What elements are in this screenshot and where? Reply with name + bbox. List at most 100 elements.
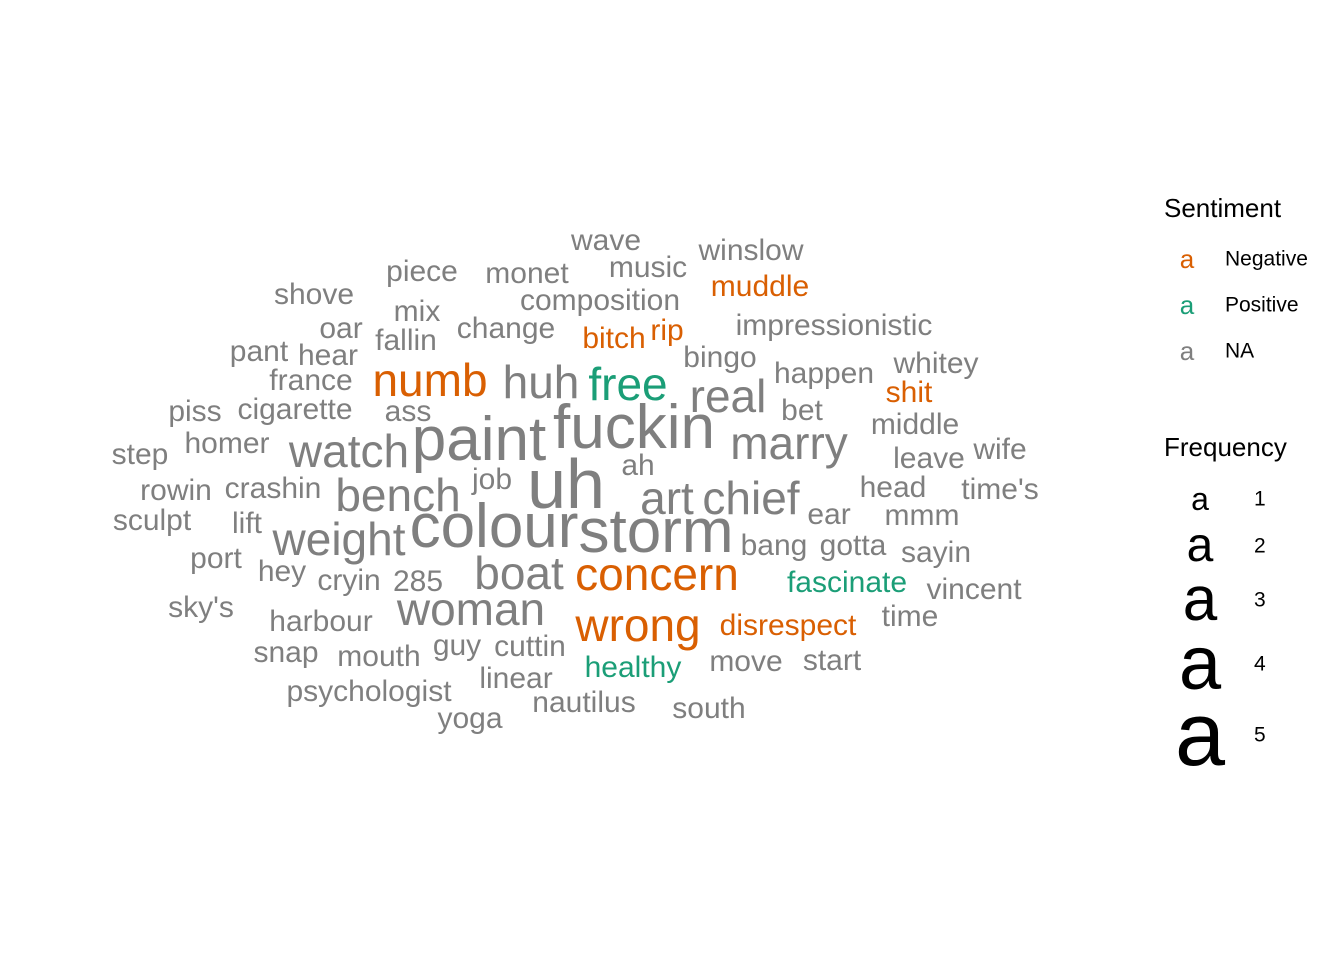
word-mouth: mouth [337, 640, 421, 673]
word-start: start [802, 644, 862, 677]
word-boat: boat [474, 547, 564, 599]
word-composition: composition [519, 284, 681, 317]
word-yoga: yoga [437, 702, 503, 735]
word-shit: shit [885, 376, 933, 409]
word-fallin: fallin [375, 324, 437, 357]
word-psychologist: psychologist [286, 675, 452, 708]
word-wife: wife [973, 433, 1027, 466]
word-bingo: bingo [683, 341, 757, 374]
word-change: change [456, 312, 556, 345]
word-fuckin: fuckin [553, 393, 715, 462]
word-concern: concern [575, 548, 739, 600]
word-piece: piece [386, 255, 458, 288]
word-healthy: healthy [584, 651, 682, 684]
word-mix: mix [393, 295, 441, 328]
word-ass: ass [384, 395, 432, 428]
word-shove: shove [273, 278, 355, 311]
word-free: free [588, 358, 668, 410]
sentiment-key-na: a [1179, 336, 1195, 366]
frequency-label-5: 5 [1254, 723, 1266, 747]
word-leave: leave [893, 442, 965, 475]
word-lift: lift [232, 507, 262, 540]
word-watch: watch [288, 425, 410, 477]
word-gotta: gotta [819, 529, 887, 562]
frequency-label-4: 4 [1254, 652, 1266, 676]
word-disrespect: disrespect [719, 609, 857, 642]
word-time: time [881, 600, 939, 633]
word-real: real [689, 370, 767, 422]
frequency-label-3: 3 [1254, 588, 1266, 612]
word-fascinate: fascinate [786, 566, 908, 599]
word-step: step [111, 438, 169, 471]
word-chief: chief [702, 472, 800, 524]
word-bench: bench [335, 469, 461, 521]
word-happen: happen [773, 357, 875, 390]
frequency-label-2: 2 [1254, 534, 1266, 558]
word-bitch: bitch [582, 322, 646, 355]
word-piss: piss [168, 395, 222, 428]
word-rip: rip [650, 314, 684, 347]
word-impressionistic: impressionistic [735, 309, 933, 342]
word-wave: wave [570, 224, 642, 257]
sentiment-key-negative: a [1179, 244, 1195, 274]
word-sky-s: sky's [168, 591, 234, 624]
word-monet: monet [485, 257, 569, 290]
word-job: job [471, 463, 513, 496]
word-port: port [190, 542, 242, 575]
word-pant: pant [229, 335, 289, 368]
word-woman: woman [396, 583, 546, 635]
word-rowin: rowin [140, 474, 212, 507]
frequency-key-4: a [1178, 621, 1222, 706]
word-bang: bang [740, 529, 808, 562]
word-middle: middle [870, 408, 960, 441]
word-ah: ah [621, 449, 655, 482]
word-storm: storm [578, 497, 734, 566]
word-france: france [269, 364, 353, 397]
word-mmm: mmm [884, 499, 960, 532]
word-sayin: sayin [900, 536, 972, 569]
frequency-key-5: a [1174, 685, 1226, 785]
sentiment-label-na: NA [1225, 339, 1255, 363]
frequency-legend-title: Frequency [1164, 432, 1287, 462]
word-art: art [640, 472, 694, 524]
frequency-key-1: a [1191, 481, 1209, 517]
word-paint: paint [411, 405, 547, 474]
word-numb: numb [372, 354, 488, 406]
word-muddle: muddle [710, 270, 810, 303]
word-hear: hear [297, 339, 359, 372]
word-whitey: whitey [893, 347, 979, 380]
word-marry: marry [730, 417, 848, 469]
word-ear: ear [807, 498, 851, 531]
word-winslow: winslow [698, 234, 804, 267]
sentiment-label-negative: Negative [1225, 247, 1308, 271]
word-oar: oar [319, 312, 363, 345]
word-time-s: time's [961, 473, 1039, 506]
word-huh: huh [502, 356, 580, 408]
frequency-key-2: a [1186, 519, 1214, 572]
word-285: 285 [392, 565, 444, 598]
word-colour: colour [409, 492, 579, 561]
word-homer: homer [184, 427, 270, 460]
word-vincent: vincent [926, 573, 1022, 606]
word-wrong: wrong [575, 599, 701, 651]
word-cuttin: cuttin [494, 630, 566, 663]
word-nautilus: nautilus [532, 686, 636, 719]
word-move: move [709, 645, 783, 678]
word-guy: guy [432, 629, 482, 662]
word-snap: snap [253, 636, 319, 669]
frequency-label-1: 1 [1254, 487, 1266, 511]
word-weight: weight [272, 513, 406, 565]
sentiment-legend-title: Sentiment [1164, 193, 1282, 223]
word-music: music [608, 251, 688, 284]
word-harbour: harbour [269, 605, 373, 638]
word-uh: uh [527, 445, 605, 523]
word-hey: hey [257, 555, 307, 588]
word-linear: linear [479, 662, 553, 695]
sentiment-key-positive: a [1179, 290, 1195, 320]
sentiment-label-positive: Positive [1225, 293, 1299, 317]
frequency-key-3: a [1182, 565, 1218, 634]
word-sculpt: sculpt [112, 504, 192, 537]
word-cryin: cryin [317, 564, 381, 597]
word-head: head [859, 471, 927, 504]
